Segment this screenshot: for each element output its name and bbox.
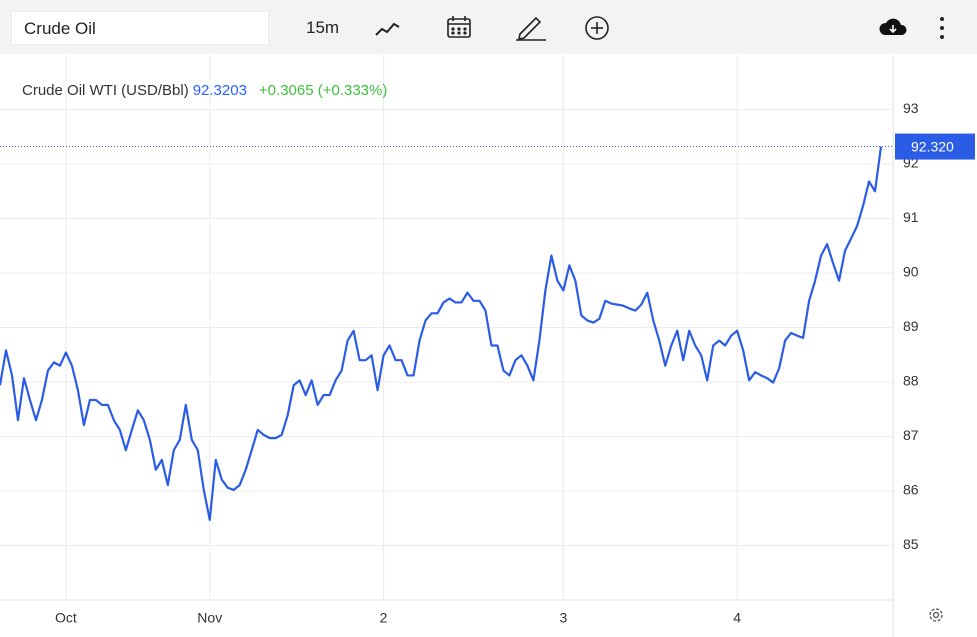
y-tick-label: 86 xyxy=(903,482,919,498)
legend-title: Crude Oil WTI (USD/Bbl) xyxy=(22,82,189,99)
y-tick-label: 90 xyxy=(903,264,919,280)
settings-icon[interactable] xyxy=(926,605,946,625)
calendar-icon[interactable] xyxy=(447,16,471,38)
last-price-label: 92.320 xyxy=(911,138,954,154)
menu-icon[interactable] xyxy=(940,17,944,39)
y-tick-label: 91 xyxy=(903,209,919,225)
y-tick-label: 88 xyxy=(903,373,919,389)
chart-type-icon[interactable] xyxy=(375,22,400,36)
last-price-box xyxy=(895,133,975,160)
toolbar: Crude Oil 15m xyxy=(0,0,977,54)
interval-button[interactable]: 15m xyxy=(306,18,340,37)
x-tick-label: Nov xyxy=(197,610,222,626)
draw-icon[interactable] xyxy=(516,16,546,41)
toolbar-icons xyxy=(375,16,944,41)
price-line xyxy=(0,146,883,521)
y-tick-label: 89 xyxy=(903,318,919,334)
x-tick-label: 3 xyxy=(559,610,567,626)
download-icon[interactable] xyxy=(879,18,907,35)
y-tick-label: 87 xyxy=(903,427,919,443)
x-tick-label: 2 xyxy=(380,610,388,626)
add-icon[interactable] xyxy=(585,16,609,40)
x-tick-label: 4 xyxy=(733,610,741,626)
x-tick-label: Oct xyxy=(55,610,77,626)
legend-value: 92.3203 xyxy=(192,82,247,99)
y-tick-label: 93 xyxy=(903,100,919,116)
legend: Crude Oil WTI (USD/Bbl) 92.3203 +0.3065 (+… xyxy=(22,82,387,99)
y-tick-label: 85 xyxy=(903,536,919,552)
legend-change: +0.3065 (+0.333%) xyxy=(258,82,388,99)
symbol-search[interactable]: Crude Oil xyxy=(11,11,269,45)
